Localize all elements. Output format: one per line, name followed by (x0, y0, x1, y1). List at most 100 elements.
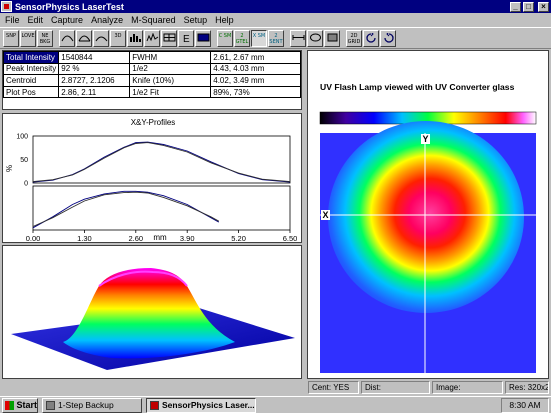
measure-label[interactable]: Centroid (2, 74, 60, 87)
window-button[interactable] (195, 29, 211, 47)
profile-series-line (32, 190, 220, 229)
taskbar-item-backup[interactable]: 1-Step Backup (42, 397, 142, 413)
rotate-right-icon (383, 31, 394, 43)
profile-curve-icon (78, 35, 90, 41)
menu-edit[interactable]: Edit (27, 15, 44, 25)
measure-method: 1/e2 Fit (129, 85, 212, 99)
status-cent: Cent: YES (308, 381, 359, 394)
menu-analyze[interactable]: Analyze (91, 15, 124, 25)
surface-3d-panel (2, 245, 302, 379)
measure-value: 1540844 (58, 51, 131, 64)
measure-label[interactable]: Total Intensity (2, 51, 60, 64)
measure-label[interactable]: Peak Intensity (2, 62, 60, 76)
y-tick-label: 50 (20, 157, 28, 164)
x-profile-button[interactable] (59, 29, 75, 47)
start-label: Start (16, 400, 37, 410)
measure-method: 1/e2 (129, 62, 212, 76)
x-tick-label: 0.00 (26, 234, 41, 242)
background-button[interactable]: NE BKG (37, 29, 53, 47)
ellipse-button[interactable] (307, 29, 323, 47)
maximize-button[interactable]: □ (523, 1, 534, 12)
menu-m-squared[interactable]: M-Squared (131, 15, 176, 25)
measure-result: 4.02, 3.49 mm (210, 74, 301, 87)
start-button[interactable]: Start (2, 397, 38, 413)
svg-text:E: E (183, 34, 190, 43)
menu-bar: File Edit Capture Analyze M-Squared Setu… (0, 13, 551, 27)
table-row: Centroid 2.8727, 2.1206 Knife (10%) 4.02… (2, 74, 301, 87)
y-tick-label: 0 (24, 181, 28, 188)
beam-image-panel: UV Flash Lamp viewed with UV Converter g… (307, 50, 549, 379)
measure-result: 89%, 73% (210, 85, 301, 99)
measure-value: 2.86, 2.11 (58, 85, 131, 99)
status-resolution: Res: 320x240 (505, 381, 549, 394)
grid-button[interactable] (161, 29, 177, 47)
window-title: SensorPhysics LaserTest (15, 1, 124, 12)
chart-title: X&Y-Profiles (131, 118, 176, 127)
app-icon[interactable] (1, 1, 12, 12)
measure-label[interactable]: Plot Pos (2, 85, 60, 99)
sensorphysics-app-icon (150, 400, 159, 410)
histogram-icon (129, 33, 141, 42)
y-marker-box (421, 134, 430, 144)
taskbar: Start 1-Step Backup SensorPhysics Laser.… (0, 396, 551, 413)
rotate-left-icon (365, 31, 376, 43)
taskbar-clock: 8:30 AM (501, 398, 549, 413)
y-marker: Y (422, 134, 428, 144)
x-tick-label: 5.20 (231, 234, 246, 242)
measurement-panel: Total Intensity 1540844 FWHM 2.61, 2.67 … (2, 50, 302, 110)
view-3d-button[interactable]: 3D (110, 29, 126, 47)
close-button[interactable]: × (538, 1, 549, 12)
title-bar: SensorPhysics LaserTest _ □ × (0, 0, 551, 13)
xy-profile-button[interactable] (76, 29, 92, 47)
x-sm-button[interactable]: X SM (251, 29, 267, 47)
cent-button[interactable]: 2 SENT (268, 29, 284, 47)
getel-button[interactable]: 2 GTEL (234, 29, 250, 47)
y-axis-label: % (5, 165, 14, 172)
status-bar: Cent: YES Dist: Image: Res: 320x240 (0, 381, 551, 395)
x-axis-label: mm (153, 233, 167, 242)
table-row: Plot Pos 2.86, 2.11 1/e2 Fit 89%, 73% (2, 85, 301, 99)
spectrum-icon (146, 32, 158, 41)
beam-width-button[interactable] (290, 29, 306, 47)
x-marker-box (321, 210, 330, 220)
table-row: Total Intensity 1540844 FWHM 2.61, 2.67 … (2, 51, 301, 64)
menu-setup[interactable]: Setup (183, 15, 208, 25)
menu-help[interactable]: Help (215, 15, 234, 25)
measure-value: 92 % (58, 62, 131, 76)
backup-app-icon (46, 400, 55, 410)
rotate-left-button[interactable] (363, 29, 379, 47)
menu-capture[interactable]: Capture (51, 15, 84, 25)
ellipse-icon (309, 33, 321, 41)
minimize-button[interactable]: _ (510, 1, 521, 12)
x-marker: X (322, 210, 328, 220)
edit-button[interactable]: E (178, 29, 194, 47)
windows-flag-icon (5, 400, 15, 410)
x-tick-label: 2.60 (128, 234, 143, 242)
histogram-button[interactable] (127, 29, 143, 47)
taskbar-item-sensorphysics[interactable]: SensorPhysics Laser... (146, 397, 256, 413)
grid-icon (163, 33, 175, 41)
reset-button[interactable] (324, 29, 340, 47)
profiles-chart: X&Y-Profiles % mm 0 50 100 0.00 1.30 2.60 3.9… (5, 118, 297, 243)
profiles-panel: X&Y-Profiles % mm 0 50 100 0.00 1.30 2.60 3.9… (2, 113, 302, 243)
taskbar-item-label: 1-Step Backup (58, 400, 114, 410)
menu-file[interactable]: File (5, 15, 20, 25)
edit-icon: E (183, 34, 190, 45)
beam-width-icon (292, 34, 304, 40)
y-tick-label: 100 (16, 134, 28, 141)
table-row: Peak Intensity 92 % 1/e2 4.43, 4.03 mm (2, 62, 301, 76)
live-button[interactable]: LOVE (20, 29, 36, 47)
measurement-table: Total Intensity 1540844 FWHM 2.61, 2.67 … (2, 51, 301, 99)
surface-crest (98, 270, 188, 287)
y-profile-button[interactable] (93, 29, 109, 47)
spectrum-button[interactable] (144, 29, 160, 47)
status-spacer (0, 381, 306, 394)
window-icon (197, 33, 209, 41)
grid-2d-button[interactable]: 2D GRID (346, 29, 362, 47)
measure-result: 2.61, 2.67 mm (210, 51, 301, 64)
cursor-sm-button[interactable]: C SM (217, 29, 233, 47)
status-image: Image: (432, 381, 503, 394)
rotate-right-button[interactable] (380, 29, 396, 47)
snapshot-button[interactable]: SNP (3, 29, 19, 47)
status-dist: Dist: (361, 381, 430, 394)
